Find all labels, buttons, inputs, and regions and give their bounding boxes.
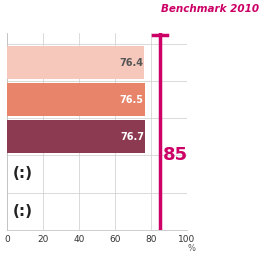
Text: (:): (:) <box>12 204 32 218</box>
Text: (:): (:) <box>12 167 32 181</box>
Text: 85: 85 <box>163 146 188 164</box>
Bar <box>7 83 145 116</box>
Bar <box>7 46 145 79</box>
Text: 76.4: 76.4 <box>120 58 144 68</box>
Text: 76.5: 76.5 <box>120 95 144 105</box>
Text: Benchmark 2010: Benchmark 2010 <box>161 4 259 14</box>
Text: 76.7: 76.7 <box>120 132 144 142</box>
Text: %: % <box>188 244 196 253</box>
Bar <box>7 121 145 153</box>
